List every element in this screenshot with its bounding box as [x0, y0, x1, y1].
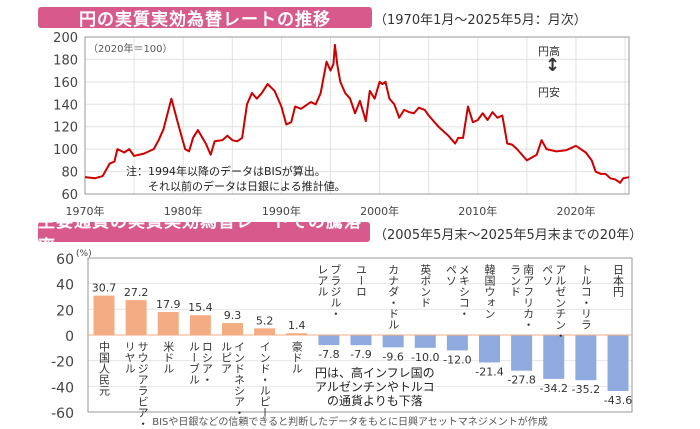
bar-value-label: -43.6 — [604, 394, 632, 407]
yen-reer-line — [84, 43, 630, 184]
bar-value-label: -7.8 — [318, 348, 339, 361]
bar-category-label: 豪ドル — [290, 341, 304, 374]
line-y-tick-label: 60 — [61, 188, 78, 203]
bar-y-tick-label: 20 — [56, 303, 74, 319]
bar-value-label: 27.2 — [124, 286, 149, 299]
line-plot-frame — [84, 36, 630, 195]
bar-5 — [254, 328, 276, 335]
bar-category-label: トルコ・リラ — [579, 264, 593, 330]
line-chart-title: 円の実質実効為替レートの推移 — [38, 7, 372, 30]
bar-8 — [350, 335, 372, 346]
line-x-tick-label: 1970年 — [66, 204, 105, 218]
bar-category-label: メキシコ・ ペソ — [444, 264, 471, 319]
bar-12 — [479, 335, 500, 363]
bar-value-label: 17.9 — [156, 298, 181, 311]
bar-value-label: -34.2 — [540, 382, 568, 395]
bar-y-unit-label: (%) — [76, 249, 92, 259]
line-y-tick-label: 120 — [53, 121, 78, 136]
bar-y-tick-label: -20 — [51, 355, 74, 371]
bar-value-label: 5.2 — [256, 314, 274, 327]
yen-strong-label: 円高 — [538, 45, 560, 58]
bar-value-label: 1.4 — [288, 319, 306, 332]
bar-9 — [382, 335, 404, 348]
bar-0 — [93, 295, 115, 335]
bar-category-label: インド・ルピー — [258, 341, 272, 418]
bar-y-tick-label: 40 — [56, 278, 74, 294]
line-chart-subtitle: （1970年1月～2025年5月：月次） — [374, 13, 587, 28]
bar-category-label: カナダ・ドル — [386, 264, 400, 330]
data-source-note: 注：1994年以降のデータはBISが算出。 それ以前のデータは日銀による推計値。 — [126, 165, 346, 193]
bar-14 — [543, 335, 565, 379]
line-y-tick-label: 180 — [53, 53, 78, 68]
bar-16 — [607, 335, 629, 391]
bar-category-label: 韓国ウォン — [483, 264, 496, 319]
bar-value-label: -9.6 — [382, 350, 403, 363]
bar-annotation: 円は、高インフレ国の アルゼンチンやトルコ の通貨よりも下落 — [315, 366, 435, 408]
bar-category-label: 南アフリカ・ ランド — [508, 264, 535, 330]
bar-y-tick-label: 0 — [65, 329, 74, 345]
line-x-tick-label: 2010年 — [458, 204, 497, 218]
line-y-tick-label: 80 — [61, 166, 78, 181]
bar-category-label: 米ドル — [161, 341, 175, 374]
bar-category-label: ブラジル・ レアル — [315, 264, 342, 319]
bar-value-label: 30.7 — [92, 282, 117, 295]
bar-y-tick-label: 60 — [56, 252, 74, 268]
bar-11 — [446, 335, 468, 351]
bar-7 — [318, 335, 340, 346]
line-y-tick-label: 200 — [53, 31, 78, 46]
bar-y-tick-label: -40 — [51, 380, 74, 396]
bar-1 — [125, 300, 147, 335]
source-footer: BISや日銀などの信頼できると判断したデータをもとに日興アセットマネジメントが作… — [152, 417, 548, 428]
line-y-tick-label: 160 — [53, 76, 78, 91]
bar-13 — [511, 335, 533, 371]
bar-10 — [414, 335, 436, 348]
bar-value-label: -7.9 — [350, 348, 371, 361]
bar-value-label: -21.4 — [475, 365, 503, 378]
bar-value-label: 15.4 — [188, 301, 213, 314]
bar-category-label: ユーロ — [354, 264, 368, 297]
bar-value-label: -27.8 — [507, 374, 535, 387]
bar-category-label: 中国人民元 — [97, 341, 111, 396]
bar-value-label: -12.0 — [443, 353, 471, 366]
bar-4 — [222, 323, 243, 335]
bar-2 — [157, 312, 179, 335]
bar-3 — [189, 315, 211, 335]
bar-value-label: -10.0 — [411, 351, 439, 364]
unit-note: （2020年＝100） — [88, 44, 173, 55]
bar-chart-subtitle: （2005年5月末～2025年5月末までの20年） — [374, 228, 643, 243]
bar-category-label: サウジアラビア・ リヤル — [123, 341, 150, 429]
line-y-tick-label: 140 — [53, 98, 78, 113]
bar-15 — [575, 335, 597, 381]
line-x-tick-label: 1980年 — [164, 204, 203, 218]
line-x-tick-label: 2020年 — [556, 204, 595, 218]
line-x-tick-label: 1990年 — [262, 204, 301, 218]
yen-weak-label: 円安 — [538, 86, 560, 99]
bar-category-label: アルゼンチン・ ペソ — [540, 264, 567, 341]
line-y-tick-label: 100 — [53, 143, 78, 158]
bar-category-label: インドネシア・ ルピア — [219, 341, 246, 418]
bar-y-tick-label: -60 — [51, 406, 74, 422]
updown-arrow-icon: ↕ — [545, 55, 561, 76]
bar-category-label: 日本円 — [611, 264, 625, 297]
line-x-tick-label: 2000年 — [360, 204, 399, 218]
bar-category-label: ロシア・ ルーブル — [187, 341, 214, 385]
bar-6 — [286, 333, 308, 335]
bar-value-label: 9.3 — [224, 309, 242, 322]
bar-value-label: -35.2 — [572, 383, 600, 396]
bar-category-label: 英ポンド — [418, 264, 432, 308]
